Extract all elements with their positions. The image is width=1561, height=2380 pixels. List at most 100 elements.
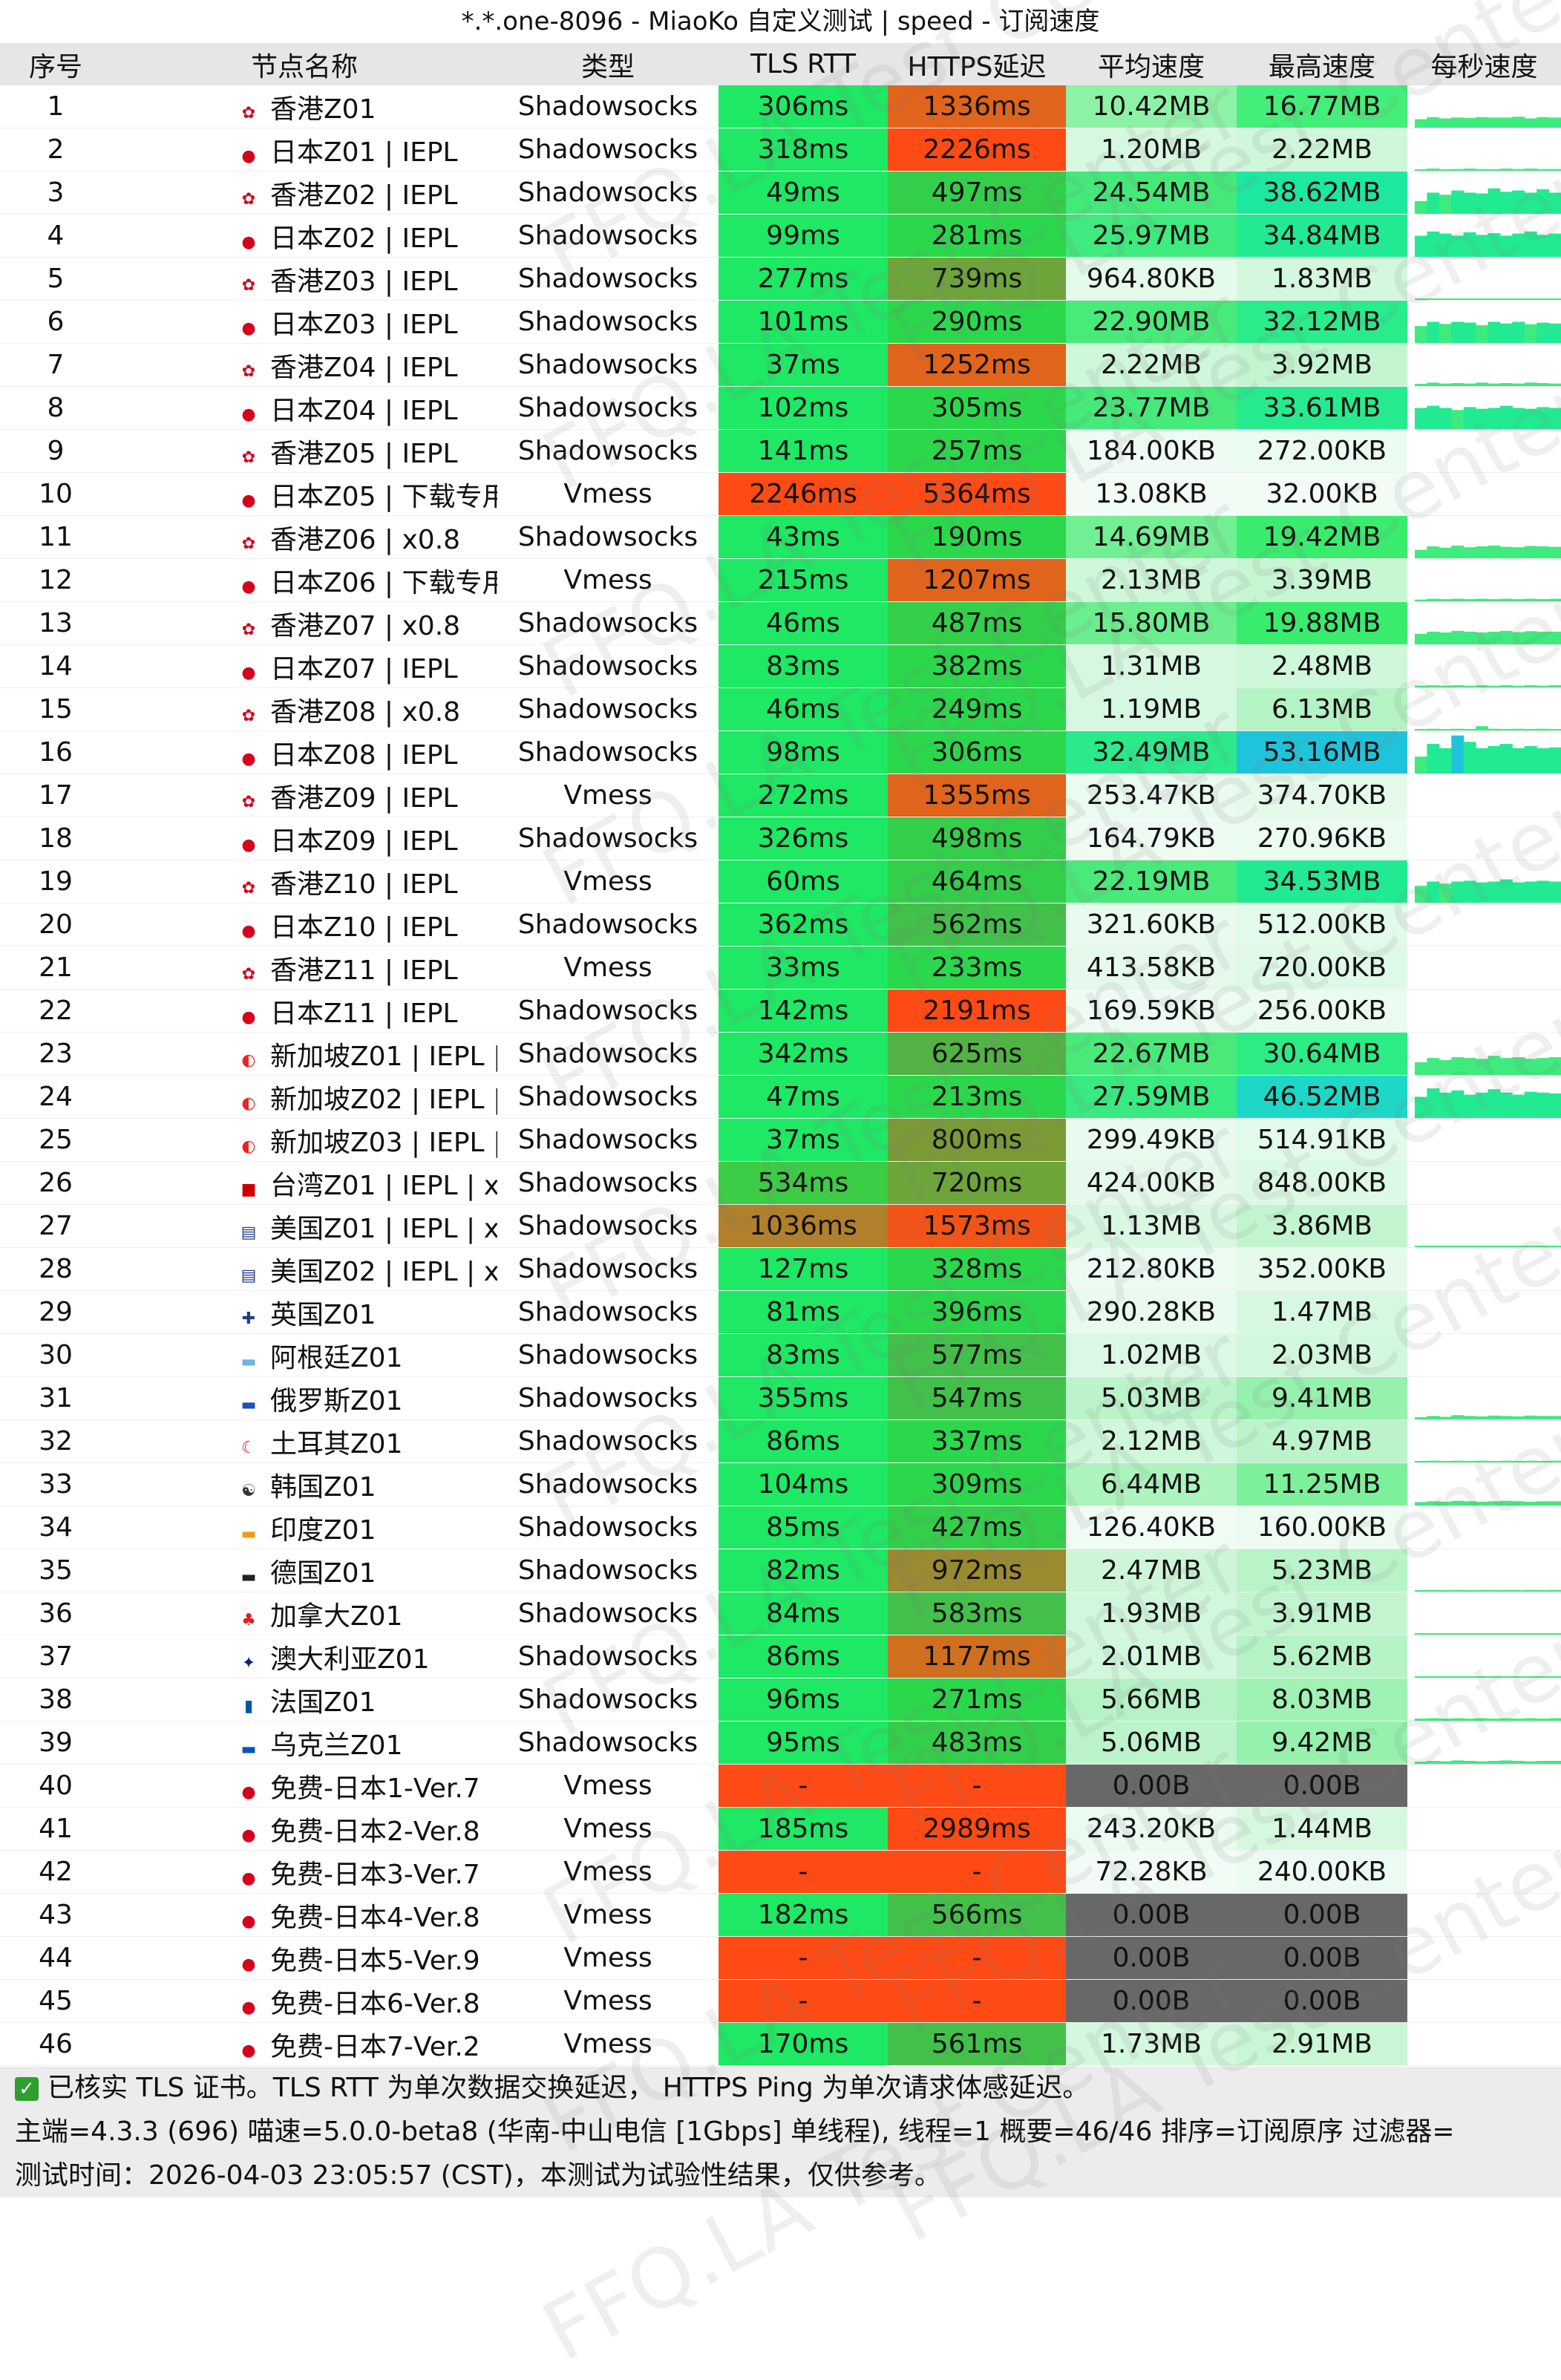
table-row[interactable]: 21 ✿ 香港Z11 | IEPL Vmess 33ms 233ms 413.58KB 720… [0, 946, 1561, 990]
table-row[interactable]: 22 ● 日本Z11 | IEPL Shadowsocks 142ms 2191ms 169… [0, 989, 1561, 1033]
flag-hk-icon: ✿ [241, 189, 256, 209]
column-header[interactable]: HTTPS延迟 [888, 43, 1066, 85]
table-row[interactable]: 26 ■ 台湾Z01 | IEPL | x2 Shadowsocks 534ms 720m… [0, 1161, 1561, 1205]
sparkline-bar [1548, 1633, 1561, 1635]
column-header[interactable]: 最高速度 [1237, 43, 1407, 85]
column-header[interactable]: TLS RTT [719, 43, 888, 85]
table-row[interactable]: 2 ● 日本Z01 | IEPL Shadowsocks 318ms 2226ms 1.20… [0, 128, 1561, 171]
speed-sparkline [1407, 300, 1561, 344]
sparkline-bar [1427, 1718, 1440, 1721]
table-row[interactable]: 23 ◐ 新加坡Z01 | IEPL | x2Shadowsocks342ms625… [0, 1032, 1561, 1076]
sparkline-bar [1476, 1589, 1488, 1592]
results-table: 序号 节点名称 类型 TLS RTT HTTPS延迟 平均速度 最高速度 每秒速度 1 ✿ 香港Z… [0, 43, 1561, 2066]
sparkline-bar [1476, 748, 1488, 774]
table-row[interactable]: 37 ✦ 澳大利亚Z01 Shadowsocks 86ms 1177ms 2.01MB 5.6… [0, 1635, 1561, 1678]
speed-sparkline [1407, 472, 1561, 516]
table-row[interactable]: 3 ✿ 香港Z02 | IEPL Shadowsocks 49ms 497ms 24.54M… [0, 171, 1561, 215]
table-row[interactable]: 8 ● 日本Z04 | IEPL Shadowsocks 102ms 305ms 23.77… [0, 386, 1561, 430]
table-row[interactable]: 32 ☾ 土耳其Z01 Shadowsocks 86ms 337ms 2.12MB 4.97M… [0, 1419, 1561, 1463]
speed-sparkline [1407, 429, 1561, 473]
table-row[interactable]: 46 ● 免费-日本7-Ver.2 Vmess 170ms 561ms 1.73MB 2.91… [0, 2022, 1561, 2066]
column-header[interactable]: 序号 [0, 43, 111, 85]
table-row[interactable]: 34 ▬ 印度Z01 Shadowsocks 85ms 427ms 126.40KB 160.… [0, 1506, 1561, 1549]
table-row[interactable]: 7 ✿ 香港Z04 | IEPL Shadowsocks 37ms 1252ms 2.22M… [0, 343, 1561, 387]
sparkline-chart [1415, 405, 1561, 429]
sparkline-bar [1512, 882, 1525, 903]
protocol-type: Shadowsocks [497, 85, 719, 128]
https-latency: 483ms [888, 1721, 1066, 1765]
table-row[interactable]: 40 ● 免费-日本1-Ver.7 Vmess - -0.00B 0.00B [0, 1764, 1561, 1808]
flag-ar-icon: ▬ [240, 1352, 257, 1371]
table-row[interactable]: 45 ● 免费-日本6-Ver.8 Vmess - -0.00B 0.00B [0, 1979, 1561, 2023]
table-row[interactable]: 20 ● 日本Z10 | IEPL Shadowsocks 362ms 562ms 321.… [0, 903, 1561, 947]
table-row[interactable]: 39 ▬ 乌克兰Z01 Shadowsocks 95ms 483ms 5.06MB 9.42M… [0, 1721, 1561, 1765]
column-header[interactable]: 节点名称 [111, 43, 497, 85]
table-row[interactable]: 11 ✿ 香港Z06 | x0.8 Shadowsocks 43ms 190ms 14.69… [0, 515, 1561, 559]
table-row[interactable]: 28 ▤ 美国Z02 | IEPL | x1.5Shadowsocks127ms32… [0, 1247, 1561, 1291]
column-header[interactable]: 类型 [497, 43, 719, 85]
sparkline-bar [1488, 117, 1501, 128]
max-speed: 32.12MB [1237, 300, 1407, 344]
node-name: 美国Z01 | IEPL | x1.5 [270, 1213, 497, 1244]
table-row[interactable]: 43 ● 免费-日本4-Ver.8 Vmess 182ms 566ms 0.00B 0.00B [0, 1893, 1561, 1937]
node-name-cell: ✿ 香港Z05 | IEPL [111, 429, 497, 473]
sparkline-bar [1415, 384, 1427, 386]
table-row[interactable]: 18 ● 日本Z09 | IEPL Shadowsocks 326ms 498ms 164.… [0, 817, 1561, 860]
flag-tr-icon: ☾ [241, 1438, 256, 1457]
node-name: 日本Z09 | IEPL [270, 826, 458, 857]
table-row[interactable]: 10 ● 日本Z05 | 下载专用 | x0.01Vmess2246ms5364ms… [0, 472, 1561, 516]
table-row[interactable]: 16 ● 日本Z08 | IEPL Shadowsocks 98ms 306ms 32.49… [0, 730, 1561, 774]
table-row[interactable]: 14 ● 日本Z07 | IEPL Shadowsocks 83ms 382ms 1.31M… [0, 644, 1561, 688]
table-row[interactable]: 24 ◐ 新加坡Z02 | IEPL | x2Shadowsocks47ms213m… [0, 1075, 1561, 1119]
max-speed: 1.44MB [1237, 1807, 1407, 1851]
sparkline-bar [1415, 756, 1427, 774]
sparkline-bar [1451, 735, 1465, 774]
sparkline-bar [1512, 748, 1525, 774]
table-row[interactable]: 17 ✿ 香港Z09 | IEPL Vmess 272ms 1355ms 253.47KB 3… [0, 774, 1561, 817]
table-row[interactable]: 19 ✿ 香港Z10 | IEPL Vmess 60ms 464ms 22.19MB 34.5… [0, 860, 1561, 903]
sparkline-bar [1548, 1093, 1561, 1118]
row-index: 18 [0, 817, 111, 860]
column-header[interactable]: 每秒速度 [1407, 43, 1561, 85]
sparkline-bar [1439, 1416, 1452, 1419]
table-row[interactable]: 38 ▮ 法国Z01 Shadowsocks 96ms 271ms 5.66MB 8.03MB [0, 1678, 1561, 1722]
table-row[interactable]: 42 ● 免费-日本3-Ver.7 Vmess - -72.28KB 240.00KB [0, 1850, 1561, 1894]
sparkline-bar [1537, 189, 1550, 214]
speed-sparkline [1407, 730, 1561, 774]
sparkline-bar [1427, 631, 1440, 644]
table-row[interactable]: 44 ● 免费-日本5-Ver.9 Vmess - -0.00B 0.00B [0, 1936, 1561, 1980]
flag-hk-icon: ✿ [241, 964, 256, 984]
node-name: 香港Z07 | x0.8 [270, 610, 461, 641]
max-speed: 5.23MB [1237, 1549, 1407, 1592]
table-row[interactable]: 27▤美国Z01 | IEPL | x1.5Shadowsocks1036ms1… [0, 1204, 1561, 1248]
flag-jp-icon: ● [241, 1782, 256, 1802]
table-row[interactable]: 25 ◐ 新加坡Z03 | IEPL | x2Shadowsocks37ms800m… [0, 1118, 1561, 1162]
table-row[interactable]: 29 ✚ 英国Z01 Shadowsocks 81ms 396ms 290.28KB 1.47… [0, 1290, 1561, 1334]
table-row[interactable]: 31 ▬ 俄罗斯Z01 Shadowsocks 355ms 547ms 5.03MB 9.41… [0, 1376, 1561, 1420]
speed-sparkline [1407, 515, 1561, 559]
sparkline-bar [1415, 1096, 1427, 1118]
speed-sparkline [1407, 128, 1561, 171]
table-row[interactable]: 30 ▬ 阿根廷Z01 Shadowsocks 83ms 577ms 1.02MB 2.03M… [0, 1333, 1561, 1377]
table-row[interactable]: 12 ● 日本Z06 | 下载专用 | x0.01Vmess215ms1207ms2… [0, 558, 1561, 602]
protocol-type: Shadowsocks [497, 1075, 719, 1119]
table-row[interactable]: 9 ✿ 香港Z05 | IEPL Shadowsocks 141ms 257ms 184.0… [0, 429, 1561, 473]
table-row[interactable]: 6 ● 日本Z03 | IEPL Shadowsocks 101ms 290ms 22.90… [0, 300, 1561, 344]
sparkline-chart [1415, 726, 1561, 730]
table-row[interactable]: 36 ♣ 加拿大Z01 Shadowsocks 84ms 583ms 1.93MB 3.91M… [0, 1592, 1561, 1635]
column-header[interactable]: 平均速度 [1066, 43, 1237, 85]
table-row[interactable]: 5 ✿ 香港Z03 | IEPL Shadowsocks 277ms 739ms 964.8… [0, 257, 1561, 301]
sparkline-bar [1427, 1633, 1440, 1635]
table-row[interactable]: 1 ✿ 香港Z01 Shadowsocks 306ms 1336ms 10.42MB 16.7… [0, 85, 1561, 128]
sparkline-bar [1499, 383, 1513, 386]
table-row[interactable]: 15 ✿ 香港Z08 | x0.8 Shadowsocks 46ms 249ms 1.19M… [0, 687, 1561, 731]
table-row[interactable]: 35 ▬ 德国Z01 Shadowsocks 82ms 972ms 2.47MB 5.23MB [0, 1549, 1561, 1592]
table-row[interactable]: 4 ● 日本Z02 | IEPL Shadowsocks 99ms 281ms 25.97M… [0, 214, 1561, 258]
table-row[interactable]: 41 ● 免费-日本2-Ver.8 Vmess 185ms 2989ms 243.20KB 1… [0, 1807, 1561, 1851]
node-name-cell: ● 日本Z03 | IEPL [111, 300, 497, 344]
sparkline-bar [1476, 882, 1488, 903]
table-row[interactable]: 33 ☯ 韩国Z01 Shadowsocks 104ms 309ms 6.44MB 11.25… [0, 1462, 1561, 1506]
table-row[interactable]: 13 ✿ 香港Z07 | x0.8 Shadowsocks 46ms 487ms 15.80… [0, 601, 1561, 645]
node-name: 土耳其Z01 [270, 1428, 403, 1459]
max-speed: 240.00KB [1237, 1850, 1407, 1894]
